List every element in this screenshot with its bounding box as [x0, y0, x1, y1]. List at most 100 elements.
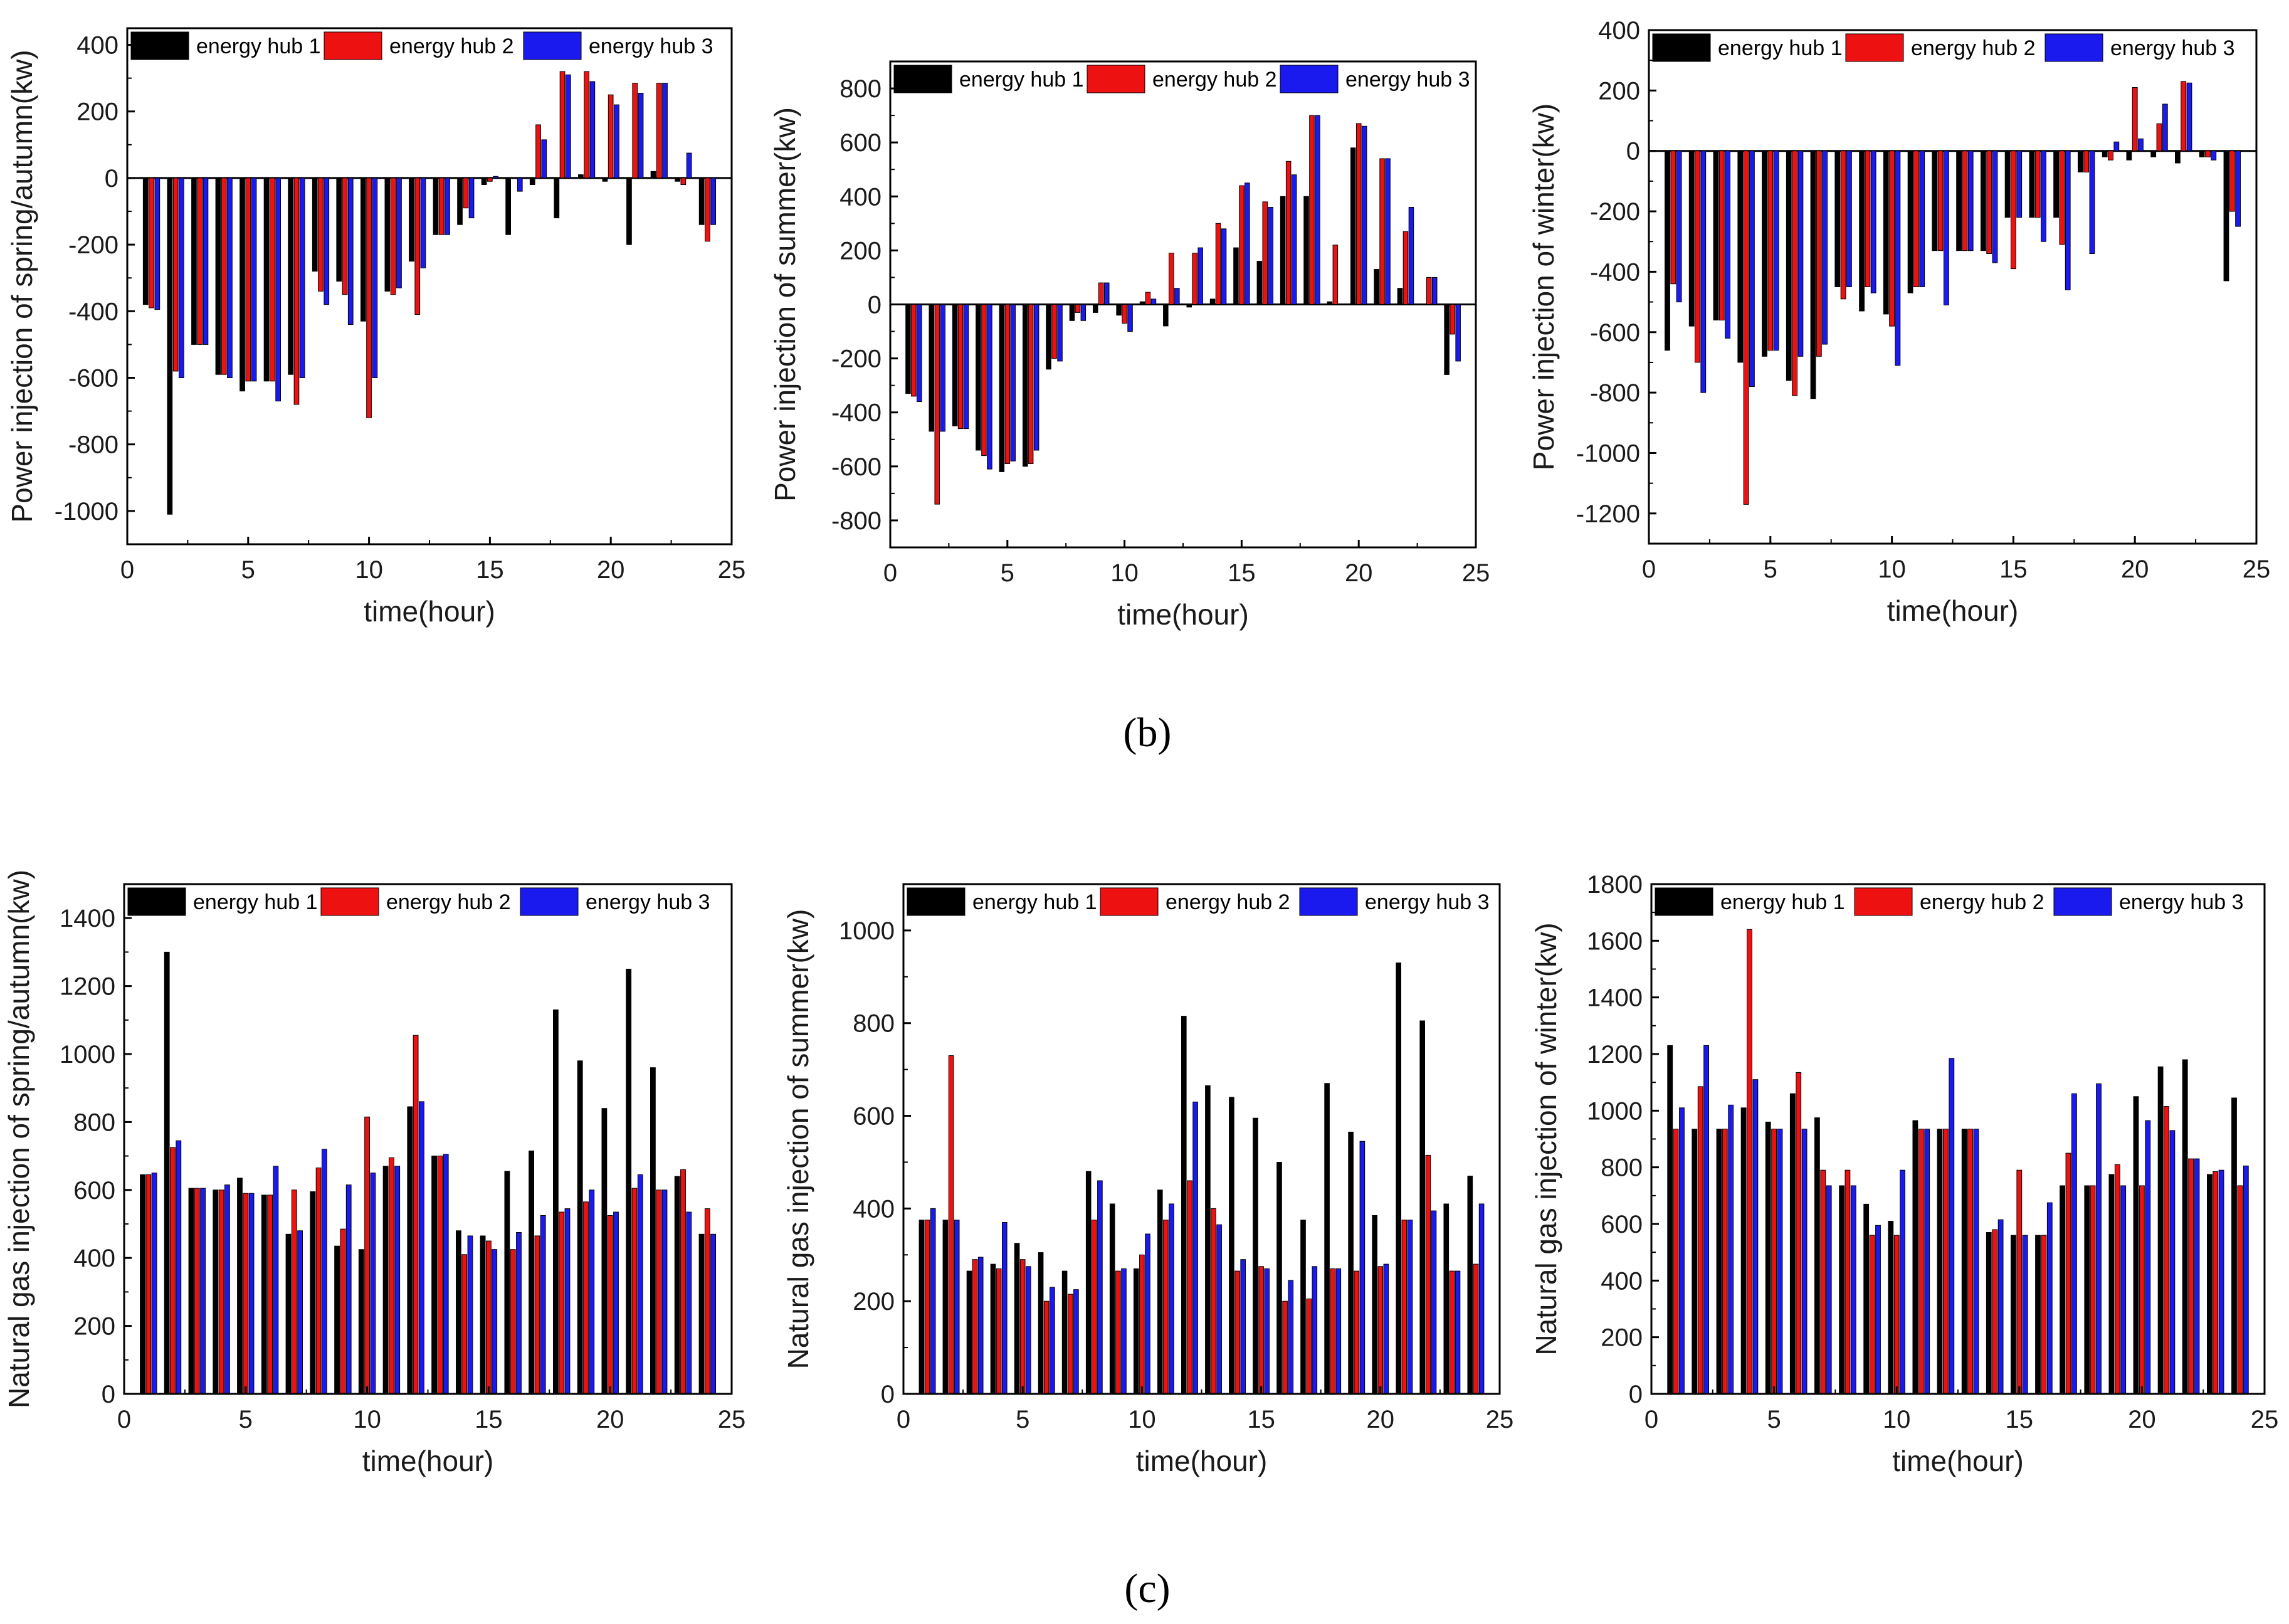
bar — [535, 124, 541, 179]
bar — [396, 177, 402, 288]
x-tick-label: 20 — [2128, 1406, 2156, 1433]
bar — [239, 177, 245, 392]
y-tick-label: 600 — [73, 1177, 115, 1205]
bar — [218, 1189, 224, 1395]
x-tick-label: 25 — [1462, 559, 1490, 587]
bar — [613, 1211, 619, 1395]
bar — [2108, 1174, 2115, 1395]
y-tick-label: -800 — [68, 431, 118, 459]
legend-swatch — [523, 31, 582, 60]
x-axis-title: time(hour) — [1117, 598, 1249, 631]
x-tick-label: 25 — [2251, 1406, 2279, 1433]
bar — [1992, 1229, 1998, 1395]
x-axis-title: time(hour) — [1887, 594, 2019, 627]
bar — [1426, 277, 1432, 305]
bar — [1752, 1079, 1759, 1395]
x-tick-label: 15 — [1228, 559, 1256, 587]
bar — [2060, 1185, 2065, 1395]
bar — [990, 1263, 996, 1395]
y-tick-label: 600 — [1601, 1211, 1643, 1238]
bar — [504, 1171, 510, 1395]
bar — [2120, 1185, 2127, 1395]
bar — [1859, 150, 1865, 312]
bar — [1163, 304, 1169, 327]
bar — [1869, 1235, 1875, 1395]
y-axis-title: Natural gas injection of winter(kw) — [1530, 922, 1562, 1355]
bar — [1121, 1268, 1127, 1395]
legend-label: energy hub 2 — [1911, 36, 2036, 60]
legend-swatch — [893, 65, 952, 93]
bar — [1863, 1203, 1870, 1395]
bar — [1834, 150, 1841, 287]
bar — [261, 1194, 267, 1395]
bar — [176, 1140, 182, 1395]
bar — [1026, 1266, 1031, 1395]
bar — [197, 177, 203, 345]
bar — [1309, 115, 1315, 305]
bar — [1356, 123, 1362, 305]
bar — [360, 177, 366, 322]
bar — [656, 83, 662, 179]
bar — [1276, 1162, 1282, 1395]
legend-swatch — [2053, 887, 2112, 916]
bar — [1197, 247, 1203, 305]
bar — [1918, 1129, 1924, 1395]
bar — [1924, 1129, 1930, 1395]
bar — [142, 177, 149, 305]
bar — [911, 304, 917, 397]
bar — [1046, 304, 1051, 370]
bar — [384, 177, 391, 292]
bar — [407, 1106, 413, 1395]
x-tick-label: 0 — [120, 556, 134, 584]
bar — [1407, 1220, 1413, 1395]
bar — [1098, 282, 1104, 305]
y-tick-label: 400 — [1601, 1267, 1643, 1295]
bar — [492, 1249, 498, 1395]
bar — [1104, 282, 1110, 305]
bar — [1478, 1203, 1485, 1395]
bar — [390, 177, 396, 295]
y-tick-label: 200 — [76, 98, 118, 126]
x-tick-label: 5 — [1016, 1406, 1029, 1433]
bar — [1385, 158, 1391, 305]
bar — [631, 1188, 638, 1395]
y-tick-label: 1800 — [1587, 871, 1643, 899]
x-tick-label: 25 — [718, 1406, 746, 1433]
bar — [2182, 1059, 2188, 1395]
bar — [2022, 1235, 2028, 1395]
legend-swatch — [324, 31, 382, 60]
bar — [1997, 1219, 2004, 1395]
bar — [1401, 1220, 1408, 1395]
bar — [248, 1193, 255, 1395]
bar — [2078, 150, 2083, 172]
x-tick-label: 20 — [1345, 559, 1373, 587]
bar — [583, 1201, 589, 1395]
bar — [940, 304, 945, 432]
y-tick-label: 600 — [853, 1103, 895, 1131]
legend-swatch — [1652, 33, 1711, 62]
bar — [1826, 1185, 1832, 1395]
bar — [1875, 1225, 1881, 1395]
bar — [1455, 1270, 1461, 1395]
y-tick-label: -600 — [1590, 319, 1640, 347]
bar — [954, 1220, 960, 1395]
bar — [529, 177, 535, 185]
bar — [1889, 150, 1895, 327]
x-tick-label: 15 — [475, 1406, 503, 1433]
bar — [2034, 150, 2041, 218]
legend-label: energy hub 2 — [1920, 890, 2044, 914]
bar — [1740, 1107, 1747, 1395]
bar — [1050, 1287, 1055, 1395]
legend-swatch — [1280, 65, 1339, 93]
bar — [2235, 150, 2241, 227]
bar — [443, 1154, 449, 1395]
bar — [2065, 1152, 2071, 1395]
bar — [1335, 1268, 1342, 1395]
bar — [1324, 1083, 1330, 1395]
bar — [1773, 150, 1779, 351]
bar — [493, 176, 498, 179]
legend-label: energy hub 3 — [2119, 890, 2244, 914]
bar — [1816, 150, 1822, 357]
bar — [394, 1166, 401, 1395]
